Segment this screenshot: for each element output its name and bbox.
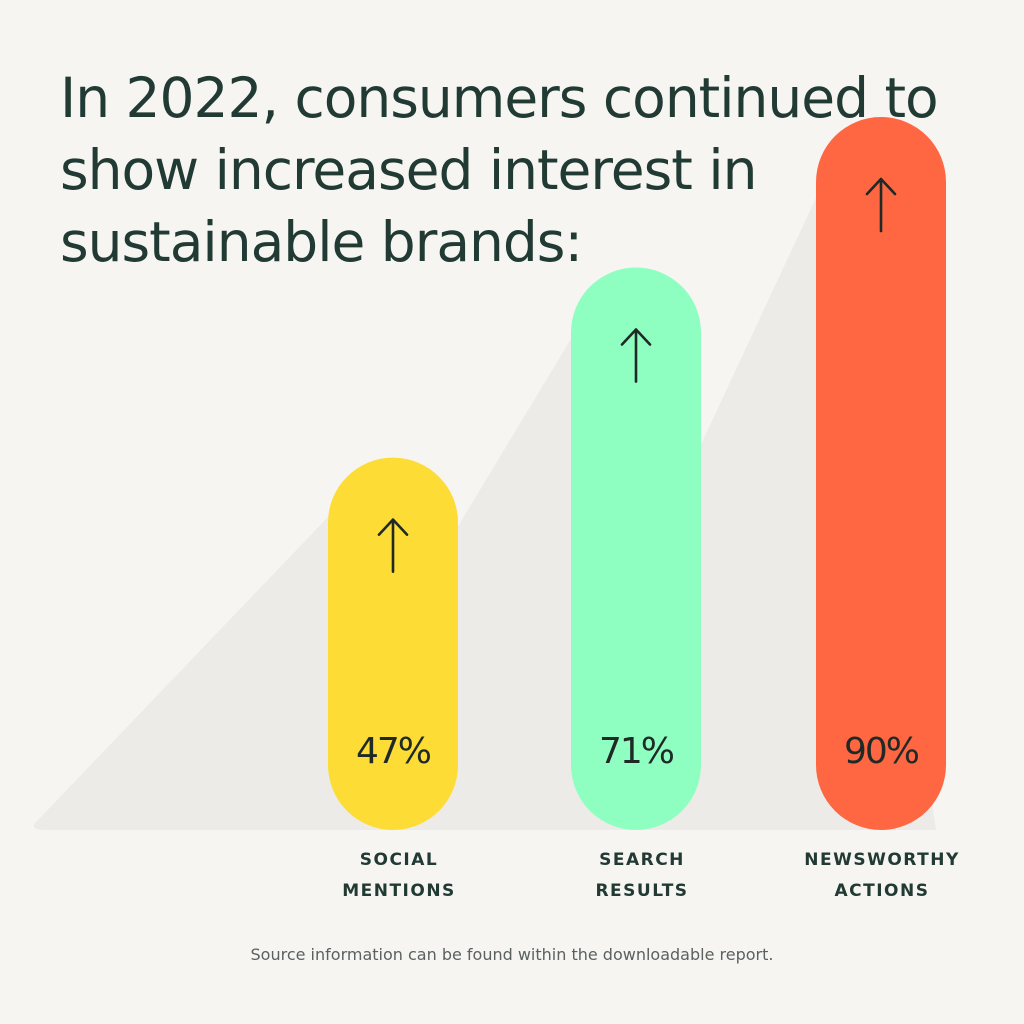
category-label-line1: SEARCH	[599, 850, 685, 870]
arrow-up-icon	[865, 177, 897, 233]
value-label: 90%	[844, 731, 919, 772]
category-label-line2: RESULTS	[595, 881, 688, 901]
category-label-line2: ACTIONS	[835, 881, 930, 901]
bar-social-mentions	[328, 457, 458, 830]
category-label-line1: NEWSWORTHY	[804, 850, 960, 870]
category-label-line2: MENTIONS	[342, 881, 456, 901]
bar-newsworthy-actions	[816, 117, 946, 830]
category-labels: SOCIAL MENTIONS SEARCH RESULTS NEWSWORTHY ACT…	[342, 850, 960, 901]
arrow-up-icon	[620, 328, 652, 383]
value-label: 47%	[356, 731, 431, 772]
bars: 47% 71% 90%	[328, 117, 946, 830]
bar-search-results	[571, 267, 701, 830]
value-label: 71%	[599, 731, 674, 772]
bar-shadows	[33, 156, 936, 830]
headline: In 2022, consumers continued to show inc…	[60, 66, 939, 274]
category-label-line1: SOCIAL	[360, 850, 439, 870]
source-note: Source information can be found within t…	[250, 945, 774, 964]
arrow-up-icon	[377, 518, 409, 573]
